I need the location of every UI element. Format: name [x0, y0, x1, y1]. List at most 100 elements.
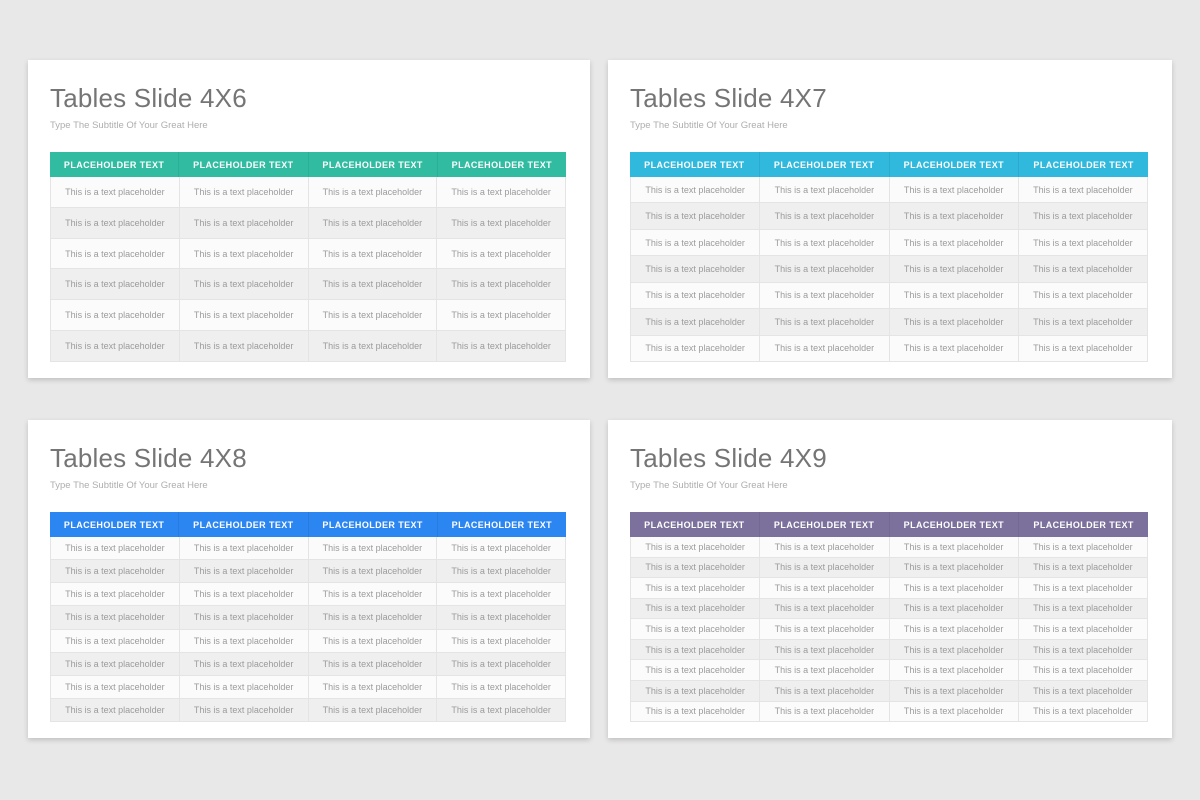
table-cell: This is a text placeholder	[451, 341, 551, 352]
table-cell: This is a text placeholder	[760, 619, 890, 639]
table-cell: This is a text placeholder	[760, 578, 890, 598]
table-cell: This is a text placeholder	[451, 566, 551, 577]
table-cell: This is a text placeholder	[1033, 706, 1133, 717]
table-row: This is a text placeholder This is a text…	[631, 639, 1147, 661]
table-cell: This is a text placeholder	[309, 537, 438, 560]
table-cell: This is a text placeholder	[631, 335, 761, 361]
table-cell: This is a text placeholder	[1033, 211, 1133, 222]
table-cell: This is a text placeholder	[51, 269, 180, 300]
table-cell: This is a text placeholder	[309, 698, 438, 721]
table-cell: This is a text placeholder	[180, 300, 309, 331]
table-cell: This is a text placeholder	[180, 207, 309, 238]
table-row: This is a text placeholder This is a text…	[631, 203, 1147, 230]
table-cell: This is a text placeholder	[760, 203, 890, 229]
table-cell: This is a text placeholder	[890, 537, 1019, 557]
table-cell: This is a text placeholder	[631, 680, 761, 701]
table-cell: This is a text placeholder	[760, 557, 890, 578]
table-cell: This is a text placeholder	[180, 675, 309, 698]
table-cell: This is a text placeholder	[890, 660, 1019, 680]
table-header-cell: PLACEHOLDER TEXT	[50, 152, 180, 177]
table-header-cell: PLACEHOLDER TEXT	[179, 512, 309, 537]
table-cell: This is a text placeholder	[451, 279, 551, 290]
table-cell: This is a text placeholder	[451, 248, 551, 259]
table-header-row: PLACEHOLDER TEXT PLACEHOLDER TEXT PLACEHOL…	[50, 152, 566, 177]
table-header-row: PLACEHOLDER TEXT PLACEHOLDER TEXT PLACEHOL…	[630, 512, 1148, 537]
table-cell: This is a text placeholder	[451, 612, 551, 623]
table-cell: This is a text placeholder	[890, 701, 1019, 722]
table-cell: This is a text placeholder	[51, 606, 180, 629]
table-cell: This is a text placeholder	[631, 701, 761, 722]
table-cell: This is a text placeholder	[890, 256, 1019, 282]
slide-card-4x7: Tables Slide 4X7 Type The Subtitle Of Yo…	[608, 60, 1172, 378]
table-cell: This is a text placeholder	[890, 177, 1019, 203]
table-header-cell: PLACEHOLDER TEXT	[760, 152, 890, 177]
table-cell: This is a text placeholder	[51, 331, 180, 361]
table-cell: This is a text placeholder	[309, 629, 438, 652]
table-cell: This is a text placeholder	[1033, 644, 1133, 655]
table-row: This is a text placeholder This is a text…	[51, 537, 565, 561]
table-cell: This is a text placeholder	[180, 269, 309, 300]
table-cell: This is a text placeholder	[890, 335, 1019, 361]
table-cell: This is a text placeholder	[631, 309, 761, 335]
table-cell: This is a text placeholder	[309, 300, 438, 331]
table-row: This is a text placeholder This is a text…	[51, 698, 565, 721]
table-cell: This is a text placeholder	[309, 207, 438, 238]
table-cell: This is a text placeholder	[451, 310, 551, 321]
table-cell: This is a text placeholder	[1033, 184, 1133, 195]
table-cell: This is a text placeholder	[180, 537, 309, 560]
table-cell: This is a text placeholder	[760, 639, 890, 660]
table-cell: This is a text placeholder	[890, 639, 1019, 660]
table-body: This is a text placeholder This is a text…	[50, 537, 566, 722]
placeholder-table: PLACEHOLDER TEXT PLACEHOLDER TEXT PLACEHOL…	[50, 152, 566, 362]
table-cell: This is a text placeholder	[309, 269, 438, 300]
slide-card-4x8: Tables Slide 4X8 Type The Subtitle Of Yo…	[28, 420, 590, 738]
table-cell: This is a text placeholder	[180, 583, 309, 606]
slide-card-4x6: Tables Slide 4X6 Type The Subtitle Of Yo…	[28, 60, 590, 378]
table-header-cell: PLACEHOLDER TEXT	[890, 152, 1020, 177]
table-row: This is a text placeholder This is a text…	[51, 177, 565, 208]
table-cell: This is a text placeholder	[631, 639, 761, 660]
table-cell: This is a text placeholder	[631, 557, 761, 578]
table-cell: This is a text placeholder	[451, 658, 551, 669]
table-header-cell: PLACEHOLDER TEXT	[630, 512, 760, 537]
table-cell: This is a text placeholder	[1033, 541, 1133, 552]
table-cell: This is a text placeholder	[180, 698, 309, 721]
table-cell: This is a text placeholder	[1033, 665, 1133, 676]
table-row: This is a text placeholder This is a text…	[51, 207, 565, 239]
table-cell: This is a text placeholder	[631, 256, 761, 282]
table-cell: This is a text placeholder	[51, 698, 180, 721]
table-row: This is a text placeholder This is a text…	[51, 652, 565, 676]
table-cell: This is a text placeholder	[451, 543, 551, 554]
table-cell: This is a text placeholder	[309, 177, 438, 207]
table-cell: This is a text placeholder	[890, 680, 1019, 701]
table-cell: This is a text placeholder	[890, 203, 1019, 229]
table-cell: This is a text placeholder	[760, 660, 890, 680]
table-cell: This is a text placeholder	[451, 186, 551, 197]
placeholder-table: PLACEHOLDER TEXT PLACEHOLDER TEXT PLACEHOL…	[50, 512, 566, 722]
table-cell: This is a text placeholder	[1033, 562, 1133, 573]
table-header-cell: PLACEHOLDER TEXT	[451, 519, 553, 530]
table-row: This is a text placeholder This is a text…	[631, 578, 1147, 599]
table-cell: This is a text placeholder	[180, 331, 309, 361]
table-row: This is a text placeholder This is a text…	[631, 619, 1147, 640]
table-header-cell: PLACEHOLDER TEXT	[50, 512, 180, 537]
table-row: This is a text placeholder This is a text…	[631, 660, 1147, 681]
table-row: This is a text placeholder This is a text…	[51, 331, 565, 361]
table-body: This is a text placeholder This is a text…	[630, 537, 1148, 722]
table-cell: This is a text placeholder	[51, 583, 180, 606]
table-cell: This is a text placeholder	[760, 229, 890, 256]
placeholder-table: PLACEHOLDER TEXT PLACEHOLDER TEXT PLACEHOL…	[630, 152, 1148, 362]
table-cell: This is a text placeholder	[890, 598, 1019, 619]
table-cell: This is a text placeholder	[760, 309, 890, 335]
table-header-cell: PLACEHOLDER TEXT	[1033, 519, 1134, 530]
table-header-cell: PLACEHOLDER TEXT	[760, 512, 890, 537]
table-header-cell: PLACEHOLDER TEXT	[179, 152, 309, 177]
table-cell: This is a text placeholder	[1033, 603, 1133, 614]
table-cell: This is a text placeholder	[451, 681, 551, 692]
table-cell: This is a text placeholder	[890, 619, 1019, 639]
table-row: This is a text placeholder This is a text…	[51, 583, 565, 607]
table-row: This is a text placeholder This is a text…	[51, 560, 565, 584]
table-cell: This is a text placeholder	[451, 704, 551, 715]
table-cell: This is a text placeholder	[631, 598, 761, 619]
table-cell: This is a text placeholder	[51, 652, 180, 675]
